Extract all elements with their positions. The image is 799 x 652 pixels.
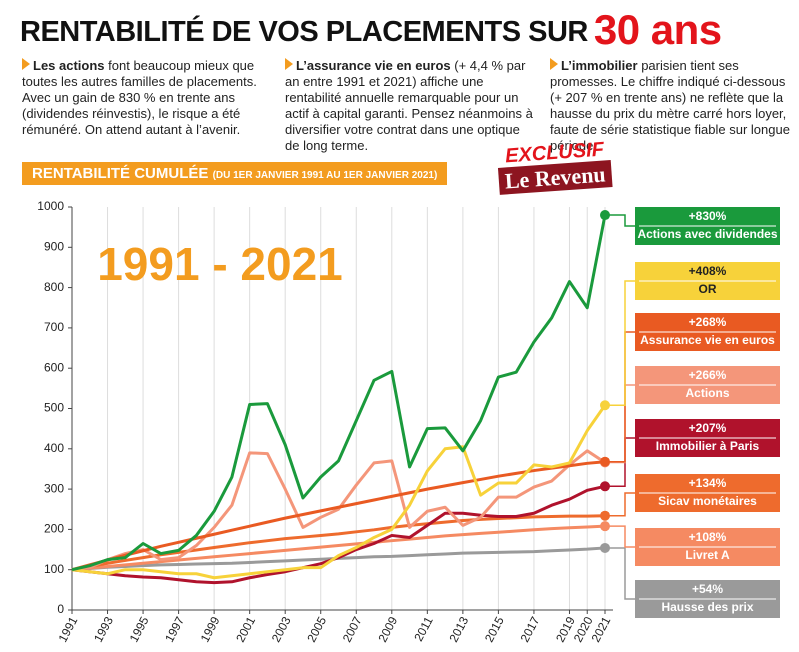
series-line [71,524,606,572]
legend-label: Sicav monétaires [658,494,757,508]
legend-gain: +830% [689,209,727,223]
subtitle-banner: RENTABILITÉ CUMULÉE (DU 1ER JANVIER 1991… [22,162,448,185]
y-tick-label: 500 [44,401,64,415]
connector [605,492,635,517]
y-tick-label: 300 [44,481,64,495]
legend-label: Actions [685,386,729,400]
intro-column: Les actions font beaucoup mieux que tout… [22,58,272,138]
legend-gain: +207% [689,421,727,435]
y-tick-label: 700 [44,320,64,334]
x-tick-label: 2001 [233,614,258,644]
intro-body: parisien tient ses promesses. Le chiffre… [550,58,790,153]
legend-label: Hausse des prix [661,600,753,614]
intro-column: L’assurance vie en euros (+ 4,4 % par an… [285,58,537,154]
x-tick-label: 1997 [162,614,187,644]
x-tick-label: 2005 [304,614,329,644]
connector [605,547,635,600]
intro-body: (+ 4,4 % par an entre 1991 et 2021) affi… [285,58,533,153]
intro-lead: L’immobilier [561,58,638,73]
x-tick-label: 2013 [446,614,471,644]
title-highlight: 30 ans [593,6,722,53]
y-tick-label: 800 [44,280,64,294]
end-point [600,510,610,521]
end-point [600,400,610,411]
connector [605,384,635,464]
series-line [71,484,606,585]
legend-gain: +54% [692,582,723,596]
series-line [71,214,607,572]
intro-body: font beaucoup mieux que toutes les autre… [22,58,257,137]
y-tick-label: 600 [44,360,64,374]
x-tick-label: 2021 [589,614,614,644]
series-line [71,404,607,580]
end-point [600,210,610,221]
legend-gain: +268% [689,315,727,329]
subtitle-note: (DU 1ER JANVIER 1991 AU 1ER JANVIER 2021… [212,170,438,181]
connector [605,214,635,227]
title-text: RENTABILITÉ DE VOS PLACEMENTS SUR [20,16,588,48]
x-tick-label: 1999 [198,614,223,644]
legend-label: Immobilier à Paris [656,439,760,453]
x-tick-label: 2017 [517,614,542,644]
y-tick-label: 200 [44,522,64,536]
legend-gain: +134% [689,476,727,490]
x-tick-label: 1995 [127,614,152,644]
connector [605,280,635,407]
y-tick-label: 0 [57,602,64,616]
x-tick-label: 2007 [340,614,365,644]
x-tick-label: 1991 [56,614,81,644]
end-point [600,521,610,532]
connector [605,525,635,548]
x-tick-label: 2003 [269,614,294,644]
legend-label: Livret A [685,548,730,562]
intro-lead: Les actions [33,58,105,73]
connector [605,331,635,463]
y-tick-label: 100 [44,562,64,576]
legend-gain: +408% [689,264,727,278]
series-line [71,449,606,572]
legend-label: Assurance vie en euros [640,333,775,347]
series-line [71,460,606,572]
subtitle: RENTABILITÉ CUMULÉE [32,165,209,182]
title: RENTABILITÉ DE VOS PLACEMENTS SUR 30 ans [20,6,722,54]
y-tick-label: 400 [44,441,64,455]
x-tick-label: 2011 [411,614,436,644]
legend-gain: +266% [689,368,727,382]
annotation: 1991 - 2021 [97,238,343,290]
x-tick-label: 2015 [482,614,507,644]
x-tick-label: 1993 [91,614,116,644]
x-tick-label: 2009 [375,614,400,644]
legend-gain: +108% [689,530,727,544]
end-point [600,481,610,492]
intro-column: L’immobilier parisien tient ses promesse… [550,58,795,154]
end-point [600,456,610,467]
y-tick-label: 1000 [37,199,64,213]
intro-lead: L’assurance vie en euros [296,58,451,73]
legend-label: OR [699,282,717,296]
end-point [600,542,610,553]
y-tick-label: 900 [44,239,64,253]
legend-label: Actions avec dividendes [637,227,777,241]
